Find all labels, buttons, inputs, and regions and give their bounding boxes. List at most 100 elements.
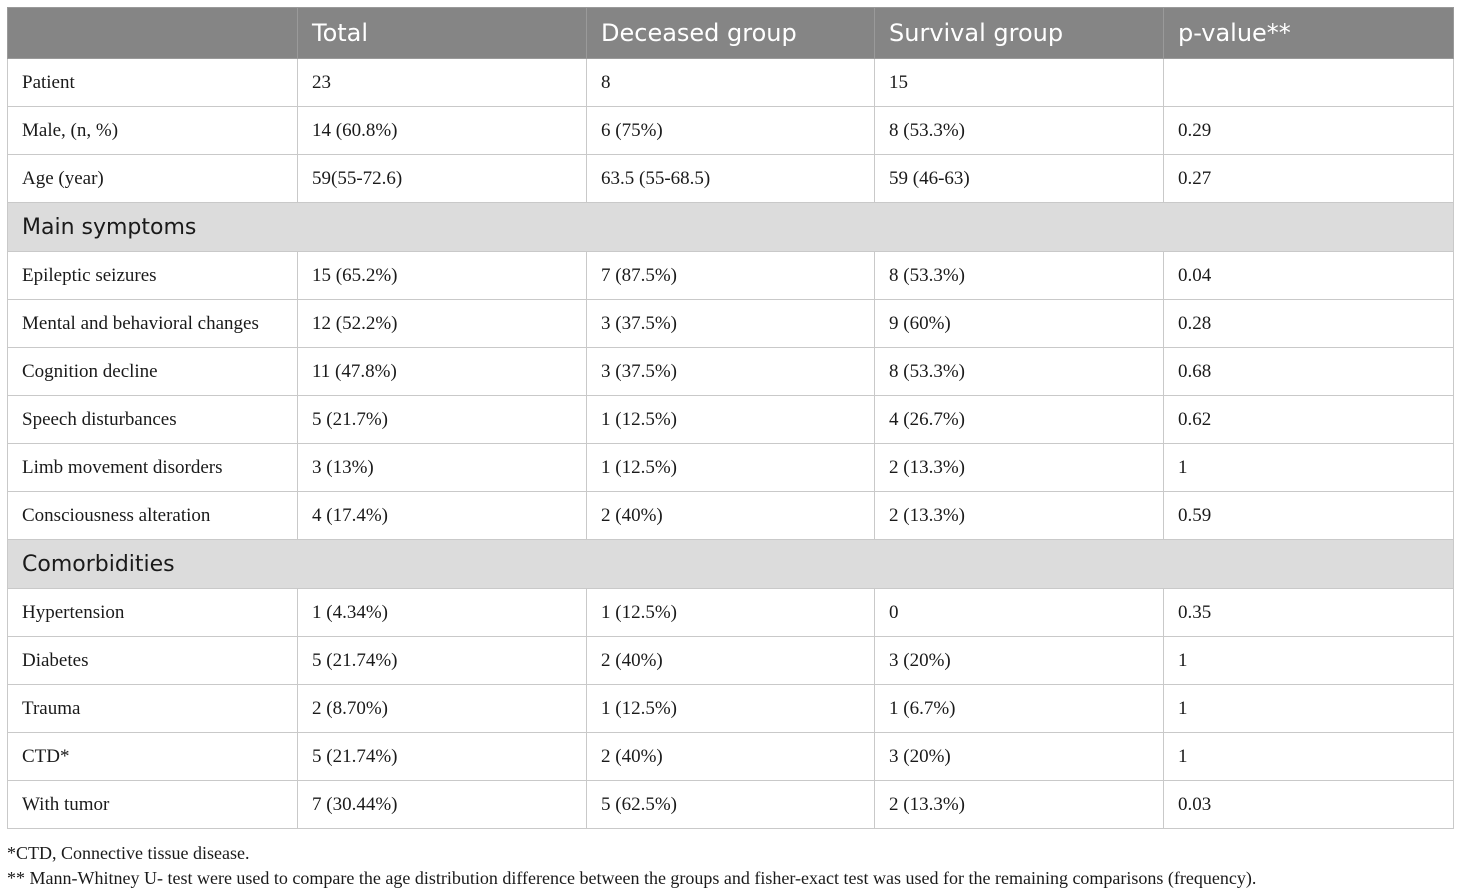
table-cell: 7 (30.44%) (297, 780, 587, 829)
table-cell: 1 (6.7%) (874, 684, 1164, 733)
footnote-ctd: *CTD, Connective tissue disease. (7, 843, 250, 863)
table-cell: 0.62 (1163, 395, 1454, 444)
row-label: Cognition decline (7, 347, 298, 396)
row-label: Speech disturbances (7, 395, 298, 444)
footnote-statistics: ** Mann-Whitney U- test were used to com… (7, 868, 1257, 888)
table-cell: 11 (47.8%) (297, 347, 587, 396)
data-table: Total Deceased group Survival group p-value… (7, 7, 1454, 829)
section-header-row: Comorbidities (7, 539, 1454, 589)
table-cell (1163, 58, 1454, 107)
table-cell: 15 (874, 58, 1164, 107)
section-label: Comorbidities (7, 539, 1454, 589)
table-cell: 8 (53.3%) (874, 106, 1164, 155)
table-cell: 15 (65.2%) (297, 251, 587, 300)
table-cell: 8 (586, 58, 875, 107)
table-cell: 2 (13.3%) (874, 780, 1164, 829)
row-label: Patient (7, 58, 298, 107)
table-cell: 3 (37.5%) (586, 347, 875, 396)
table-cell: 14 (60.8%) (297, 106, 587, 155)
table-cell: 0.27 (1163, 154, 1454, 203)
table-cell: 4 (17.4%) (297, 491, 587, 540)
footnotes: *CTD, Connective tissue disease. ** Mann… (7, 841, 1453, 891)
table-row: Patient 23 8 15 (7, 58, 1454, 107)
table-cell: 0 (874, 588, 1164, 637)
table-row: Male, (n, %) 14 (60.8%) 6 (75%) 8 (53.3%) 0.… (7, 106, 1454, 155)
table-row: Epileptic seizures 15 (65.2%) 7 (87.5%) 8 (… (7, 251, 1454, 300)
table-cell: 1 (1163, 443, 1454, 492)
column-header (7, 7, 298, 59)
table-row: Mental and behavioral changes 12 (52.2%) 3… (7, 299, 1454, 348)
table-cell: 1 (1163, 684, 1454, 733)
table-container: Total Deceased group Survival group p-value… (7, 7, 1454, 829)
table-cell: 5 (21.7%) (297, 395, 587, 444)
table-cell: 2 (40%) (586, 732, 875, 781)
table-row: Age (year) 59(55-72.6) 63.5 (55-68.5) 59 (4… (7, 154, 1454, 203)
table-row: Hypertension 1 (4.34%) 1 (12.5%) 0 0.35 (7, 588, 1454, 637)
table-header: Total Deceased group Survival group p-value… (7, 7, 1454, 59)
table-cell: 1 (4.34%) (297, 588, 587, 637)
table-body: Patient 23 8 15 Male, (n, %) 14 (60.8%) 6 (75%… (7, 58, 1454, 829)
table-cell: 6 (75%) (586, 106, 875, 155)
row-label: Consciousness alteration (7, 491, 298, 540)
table-cell: 59(55-72.6) (297, 154, 587, 203)
table-row: Limb movement disorders 3 (13%) 1 (12.5%) 2… (7, 443, 1454, 492)
table-cell: 0.35 (1163, 588, 1454, 637)
table-cell: 1 (1163, 732, 1454, 781)
table-cell: 9 (60%) (874, 299, 1164, 348)
table-cell: 5 (21.74%) (297, 732, 587, 781)
column-header: Deceased group (586, 7, 875, 59)
table-cell: 2 (8.70%) (297, 684, 587, 733)
row-label: With tumor (7, 780, 298, 829)
column-header: Survival group (874, 7, 1164, 59)
table-cell: 0.59 (1163, 491, 1454, 540)
row-label: Male, (n, %) (7, 106, 298, 155)
row-label: Mental and behavioral changes (7, 299, 298, 348)
row-label: Diabetes (7, 636, 298, 685)
row-label: Age (year) (7, 154, 298, 203)
table-cell: 3 (13%) (297, 443, 587, 492)
row-label: CTD* (7, 732, 298, 781)
table-cell: 1 (12.5%) (586, 588, 875, 637)
row-label: Limb movement disorders (7, 443, 298, 492)
section-label: Main symptoms (7, 202, 1454, 252)
table-cell: 1 (12.5%) (586, 684, 875, 733)
table-cell: 4 (26.7%) (874, 395, 1164, 444)
table-cell: 1 (1163, 636, 1454, 685)
table-cell: 1 (12.5%) (586, 395, 875, 444)
table-cell: 2 (13.3%) (874, 443, 1164, 492)
table-cell: 23 (297, 58, 587, 107)
table-row: Diabetes 5 (21.74%) 2 (40%) 3 (20%) 1 (7, 636, 1454, 685)
table-cell: 59 (46-63) (874, 154, 1164, 203)
table-row: Consciousness alteration 4 (17.4%) 2 (40%)… (7, 491, 1454, 540)
table-cell: 0.28 (1163, 299, 1454, 348)
table-cell: 3 (37.5%) (586, 299, 875, 348)
row-label: Epileptic seizures (7, 251, 298, 300)
table-cell: 1 (12.5%) (586, 443, 875, 492)
row-label: Trauma (7, 684, 298, 733)
table-cell: 0.03 (1163, 780, 1454, 829)
table-cell: 2 (13.3%) (874, 491, 1164, 540)
table-row: With tumor 7 (30.44%) 5 (62.5%) 2 (13.3%) 0.… (7, 780, 1454, 829)
section-header-row: Main symptoms (7, 202, 1454, 252)
column-header: p-value** (1163, 7, 1454, 59)
row-label: Hypertension (7, 588, 298, 637)
table-cell: 8 (53.3%) (874, 347, 1164, 396)
table-row: CTD* 5 (21.74%) 2 (40%) 3 (20%) 1 (7, 732, 1454, 781)
table-row: Speech disturbances 5 (21.7%) 1 (12.5%) 4 (… (7, 395, 1454, 444)
table-cell: 2 (40%) (586, 491, 875, 540)
table-cell: 0.04 (1163, 251, 1454, 300)
table-cell: 5 (62.5%) (586, 780, 875, 829)
table-cell: 63.5 (55-68.5) (586, 154, 875, 203)
table-cell: 12 (52.2%) (297, 299, 587, 348)
table-row: Cognition decline 11 (47.8%) 3 (37.5%) 8 (5… (7, 347, 1454, 396)
table-cell: 8 (53.3%) (874, 251, 1164, 300)
table-cell: 3 (20%) (874, 732, 1164, 781)
table-cell: 2 (40%) (586, 636, 875, 685)
header-row: Total Deceased group Survival group p-value… (7, 7, 1454, 59)
table-cell: 0.29 (1163, 106, 1454, 155)
column-header: Total (297, 7, 587, 59)
table-cell: 5 (21.74%) (297, 636, 587, 685)
table-cell: 3 (20%) (874, 636, 1164, 685)
table-cell: 0.68 (1163, 347, 1454, 396)
table-row: Trauma 2 (8.70%) 1 (12.5%) 1 (6.7%) 1 (7, 684, 1454, 733)
